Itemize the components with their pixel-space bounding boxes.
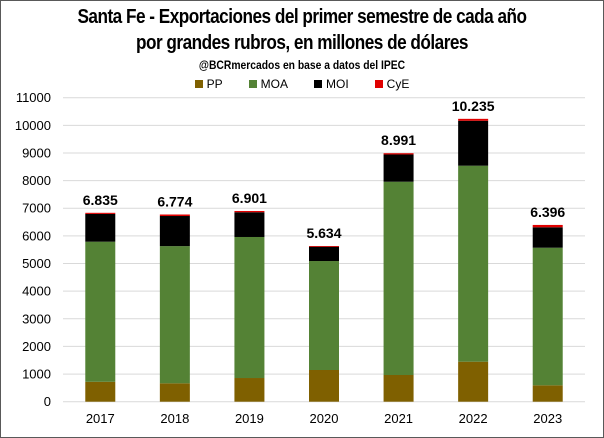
legend-label-moa: MOA bbox=[260, 77, 288, 91]
legend-swatch-moi bbox=[314, 80, 322, 88]
legend-item-pp: PP bbox=[194, 77, 223, 91]
chart-subtitle: @BCRmercados en base a datos del IPEC bbox=[198, 58, 406, 72]
legend-label-pp: PP bbox=[206, 77, 223, 91]
legend-swatch-moa bbox=[248, 80, 257, 88]
chart-title-line2: por grandes rubros, en millones de dólar… bbox=[136, 32, 468, 54]
legend-label-cye: CyE bbox=[386, 77, 410, 91]
legend: PP MOA MOI CyE bbox=[0, 77, 604, 91]
legend-label-moi: MOI bbox=[326, 77, 349, 91]
legend-item-cye: CyE bbox=[374, 77, 410, 91]
legend-swatch-pp bbox=[194, 80, 203, 88]
chart-title: Santa Fe - Exportaciones del primer seme… bbox=[77, 6, 527, 28]
legend-item-moi: MOI bbox=[314, 77, 349, 91]
legend-swatch-cye bbox=[374, 80, 383, 88]
legend-item-moa: MOA bbox=[248, 77, 288, 91]
